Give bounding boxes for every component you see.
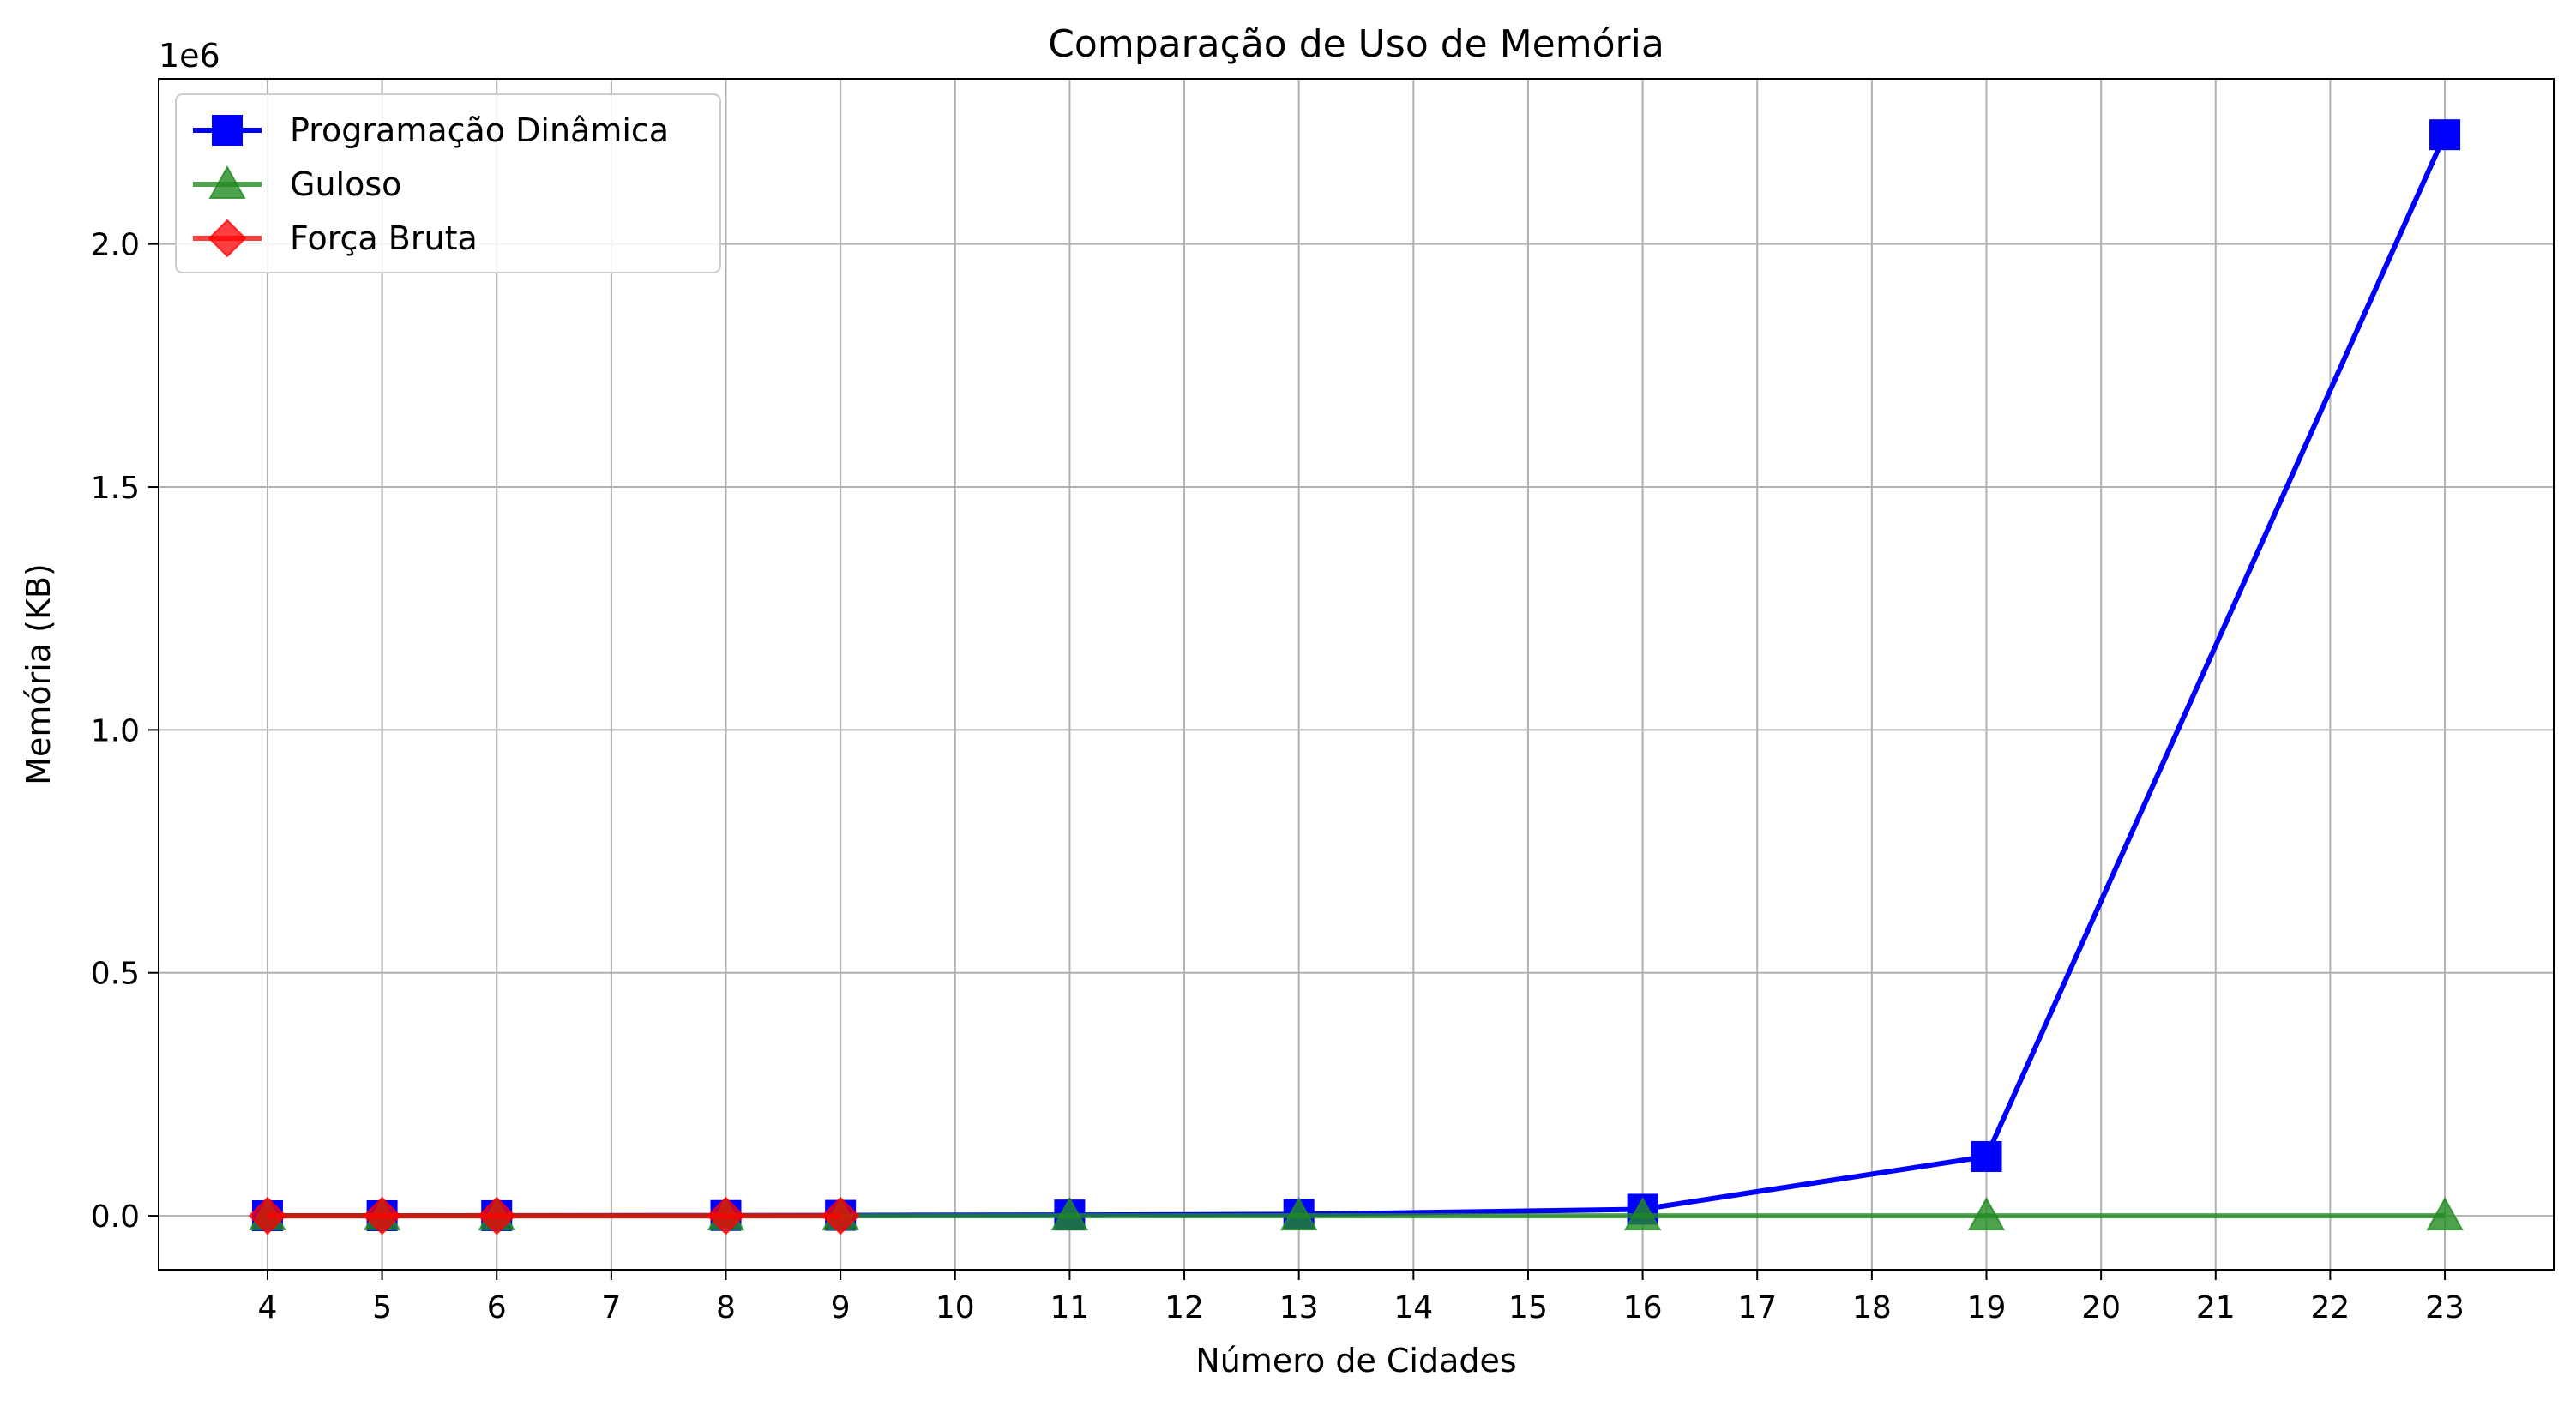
legend-label: Guloso — [290, 165, 401, 203]
data-point-programacao-dinamica — [2429, 119, 2461, 151]
y-axis-label: Memória (KB) — [20, 563, 57, 785]
series-layer — [248, 119, 2464, 1235]
y-tick-label: 1.5 — [91, 471, 140, 506]
data-point-forca-bruta — [821, 1196, 860, 1235]
series-line-programacao-dinamica — [267, 133, 2447, 1219]
series-programacao-dinamica — [251, 119, 2461, 1232]
x-tick-label: 8 — [716, 1290, 736, 1325]
x-tick-label: 7 — [601, 1290, 621, 1325]
data-point-forca-bruta — [707, 1196, 745, 1235]
data-point-guloso — [1967, 1197, 2006, 1231]
data-point-programacao-dinamica — [1971, 1140, 2002, 1172]
data-point-forca-bruta — [248, 1196, 287, 1235]
data-point-guloso — [2426, 1197, 2464, 1231]
x-tick-label: 13 — [1279, 1290, 1319, 1325]
x-tick-label: 16 — [1623, 1290, 1663, 1325]
y-tick-label: 1.0 — [91, 713, 140, 748]
legend-label: Programação Dinâmica — [290, 111, 669, 149]
x-tick-label: 11 — [1050, 1290, 1090, 1325]
legend-box — [175, 93, 721, 273]
x-tick-label: 4 — [258, 1290, 278, 1325]
legend-marker — [208, 219, 247, 258]
x-tick-label: 18 — [1852, 1290, 1892, 1325]
x-tick-label: 12 — [1165, 1290, 1204, 1325]
y-tick-label: 0.0 — [91, 1199, 140, 1235]
y-tick-label: 0.5 — [91, 957, 140, 992]
x-tick-label: 22 — [2311, 1290, 2350, 1325]
plot-frame — [158, 78, 2555, 1271]
grid-layer — [159, 79, 2554, 1270]
x-tick-label: 10 — [936, 1290, 975, 1325]
data-point-forca-bruta — [363, 1196, 402, 1235]
x-axis-label: Número de Cidades — [1195, 1342, 1516, 1379]
legend-marker — [212, 115, 243, 146]
series-forca-bruta — [248, 1196, 860, 1235]
legend-marker — [208, 165, 246, 199]
chart-title: Comparação de Uso de Memória — [1048, 22, 1664, 66]
y-axis-offset-label: 1e6 — [159, 37, 220, 75]
x-tick-label: 6 — [487, 1290, 507, 1325]
x-tick-label: 9 — [831, 1290, 851, 1325]
data-point-guloso — [1623, 1197, 1662, 1231]
legend-label: Força Bruta — [290, 219, 478, 257]
data-point-forca-bruta — [477, 1196, 516, 1235]
x-tick-label: 23 — [2425, 1290, 2465, 1325]
x-tick-label: 5 — [372, 1290, 392, 1325]
data-point-guloso — [1050, 1197, 1089, 1231]
x-tick-label: 17 — [1737, 1290, 1777, 1325]
x-tick-label: 19 — [1967, 1290, 2007, 1325]
x-tick-label: 21 — [2196, 1290, 2236, 1325]
data-point-guloso — [1279, 1197, 1318, 1231]
x-tick-label: 15 — [1508, 1290, 1548, 1325]
ticks-layer: 4 5 6 7 8 9 10 11 12 13 14 15 16 17 18 19 20 21 22 23 0.0 0.5… — [91, 228, 2465, 1325]
legend: Programação Dinâmica Guloso Força Bruta — [175, 93, 721, 273]
y-tick-label: 2.0 — [91, 228, 140, 263]
x-tick-label: 20 — [2081, 1290, 2121, 1325]
x-tick-label: 14 — [1393, 1290, 1433, 1325]
